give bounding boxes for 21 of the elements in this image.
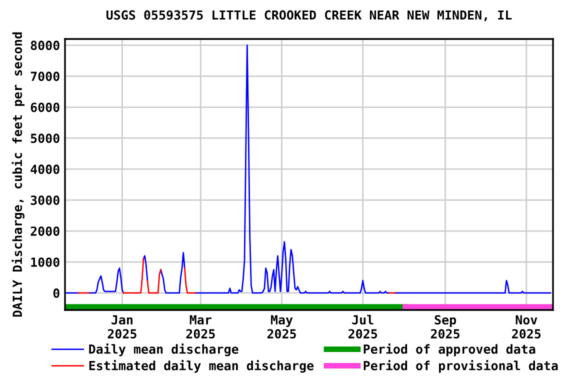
x-tick-label: May 2025 bbox=[267, 315, 296, 339]
y-tick-label: 0 bbox=[53, 288, 60, 298]
y-tick-label: 8000 bbox=[30, 40, 60, 50]
y-tick-label: 1000 bbox=[31, 257, 60, 267]
x-tick-label: Sep 2025 bbox=[430, 315, 460, 339]
y-tick-label: 7000 bbox=[30, 72, 60, 82]
legend-label: Period of approved data bbox=[364, 343, 536, 356]
y-axis-title: DAILY Discharge, cubic feet per second bbox=[12, 32, 24, 317]
chart-title: USGS 05593575 LITTLE CROOKED CREEK NEAR NEW MINDEN, IL bbox=[106, 10, 512, 22]
x-tick-label: Jan 2025 bbox=[108, 315, 136, 339]
x-tick-label: Mar 2025 bbox=[186, 315, 215, 339]
y-tick-label: 2000 bbox=[30, 226, 60, 236]
legend-label: Estimated daily mean discharge bbox=[89, 360, 314, 373]
x-tick-label: Nov 2025 bbox=[512, 315, 541, 339]
legend-label: Daily mean discharge bbox=[89, 343, 238, 356]
legend-label: Period of provisional data bbox=[364, 360, 558, 373]
y-tick-label: 4000 bbox=[30, 164, 60, 174]
y-tick-label: 5000 bbox=[30, 134, 60, 144]
y-tick-label: 6000 bbox=[30, 102, 60, 112]
x-tick-label: Jul 2025 bbox=[348, 314, 378, 339]
y-tick-label: 3000 bbox=[30, 196, 60, 205]
